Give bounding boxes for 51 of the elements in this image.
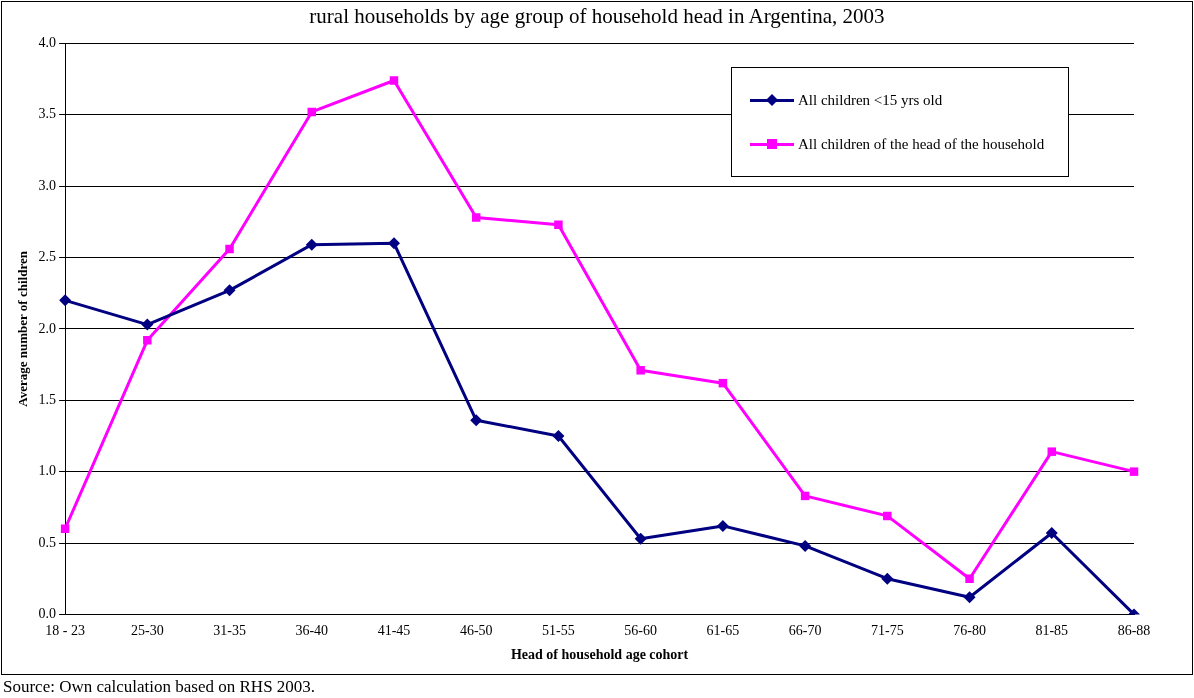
point (963, 591, 976, 604)
point (1045, 527, 1058, 540)
point (881, 572, 894, 585)
x-tick-label: 81-85 (1035, 623, 1069, 639)
y-tick-label: 2.5 (38, 249, 57, 265)
point (716, 519, 729, 532)
point (636, 366, 645, 375)
point (554, 220, 563, 229)
point (389, 76, 399, 85)
x-tick-label: 71-75 (870, 623, 904, 639)
y-tick-label: 4.0 (38, 35, 57, 51)
y-tick-label: 3.0 (38, 177, 57, 193)
x-tick-label: 18 - 23 (45, 623, 85, 639)
point (634, 532, 647, 545)
y-tick-label: 2.0 (38, 320, 57, 336)
x-tick-label: 36-40 (295, 623, 329, 639)
source-note: Source: Own calculation based on RHS 2003. (3, 677, 316, 697)
x-tick-label: 41-45 (377, 623, 411, 639)
x-tick-label: 51-55 (542, 623, 575, 639)
point (471, 213, 481, 222)
y-tick-label: 0.5 (38, 534, 57, 550)
legend-label: All children <15 yrs old (798, 91, 943, 109)
point (305, 238, 318, 251)
chart-title: rural households by age group of household head in Argentina, 2003 (308, 4, 886, 29)
y-axis-title: Average number of children (15, 250, 31, 407)
point (225, 244, 234, 254)
y-tick-label: 1.0 (38, 463, 57, 479)
point (799, 539, 812, 552)
x-tick-label: 86-88 (1117, 623, 1151, 639)
x-tick-label: 31-35 (213, 623, 246, 639)
y-tick-label: 0.0 (38, 606, 57, 622)
point (141, 318, 154, 331)
point (470, 414, 483, 427)
point (1047, 447, 1057, 456)
y-tick-label: 3.5 (38, 106, 57, 122)
point (552, 429, 565, 442)
point (143, 336, 152, 345)
x-tick-label: 46-50 (459, 623, 493, 639)
x-tick-label: 76-80 (953, 623, 986, 639)
legend-label: All children of the head of the household (798, 135, 1045, 153)
point (965, 574, 974, 583)
x-tick-label: 66-70 (788, 623, 822, 639)
point (1129, 467, 1139, 476)
x-axis-title: Head of household age cohort (510, 647, 689, 663)
point (223, 284, 236, 297)
x-tick-label: 56-60 (624, 623, 657, 639)
point (59, 294, 72, 307)
y-tick-label: 1.5 (38, 391, 57, 407)
x-tick-label: 61-65 (706, 623, 740, 639)
x-tick-label: 25-30 (130, 623, 164, 639)
point (883, 511, 892, 521)
